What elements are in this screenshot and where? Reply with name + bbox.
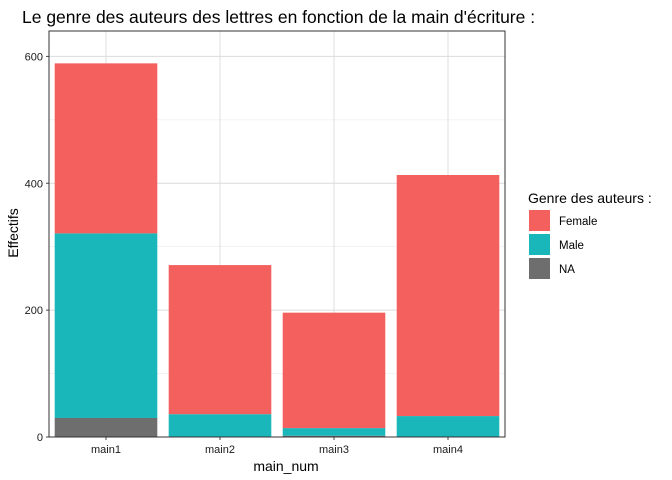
plot-area: 0 200 400 600 main1 main2 main3 main4 [25, 30, 506, 456]
chart-title: Le genre des auteurs des lettres en fonc… [22, 7, 535, 27]
y-axis-title: Effectifs [5, 208, 21, 258]
bar-main3-male [282, 428, 386, 436]
bar-main3-female [282, 312, 386, 429]
y-tick-label: 200 [25, 305, 43, 317]
bar-main2-female [168, 265, 272, 415]
bar-main4-male [396, 416, 500, 437]
legend-swatch-male [529, 234, 550, 255]
bar-main1-na [54, 417, 158, 437]
legend: Female Male NA [529, 210, 597, 279]
legend-title: Genre des auteurs : [528, 190, 652, 206]
bar-main1-female [54, 63, 158, 234]
y-tick-label: 600 [25, 51, 43, 63]
x-tick-label: main3 [319, 444, 349, 456]
legend-label-female: Female [559, 216, 597, 228]
bar-main2-male [168, 414, 272, 437]
legend-label-na: NA [559, 264, 575, 276]
x-tick-label: main1 [91, 444, 121, 456]
legend-swatch-na [529, 258, 550, 279]
bar-main4-female [396, 175, 500, 417]
y-tick-label: 400 [25, 178, 43, 190]
x-tick-label: main2 [205, 444, 235, 456]
x-axis-title: main_num [253, 458, 318, 474]
plot-border [48, 30, 506, 438]
legend-swatch-female [529, 210, 550, 231]
bar-main1-male [54, 233, 158, 418]
x-tick-label: main4 [433, 444, 463, 456]
y-tick-label: 0 [37, 432, 43, 444]
bar-main3-na [282, 435, 386, 437]
legend-label-male: Male [559, 240, 584, 252]
